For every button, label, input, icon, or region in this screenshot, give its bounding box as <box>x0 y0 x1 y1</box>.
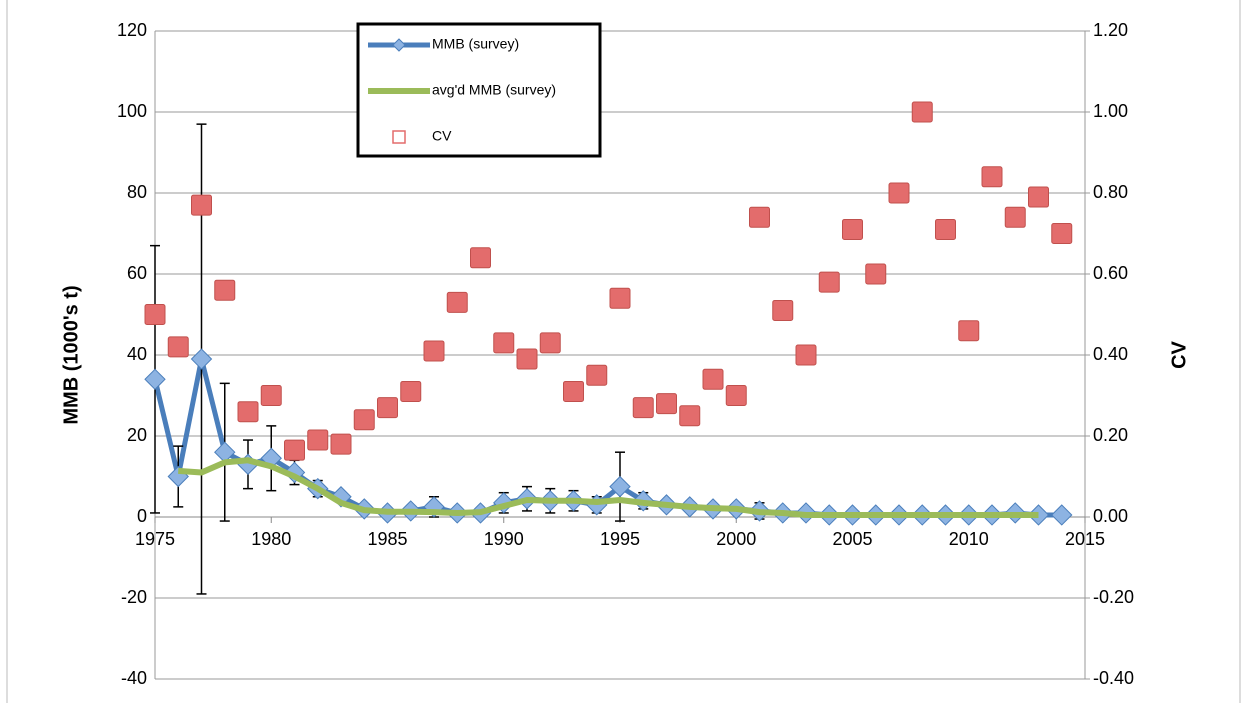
y2-tick-label: 0.20 <box>1093 425 1128 445</box>
point-marker <box>1051 223 1073 244</box>
point-marker <box>632 397 654 419</box>
y2-tick-label: 1.20 <box>1093 20 1128 40</box>
x-tick-label: 1995 <box>600 529 640 549</box>
point-marker <box>353 409 375 431</box>
legend-label: MMB (survey) <box>432 36 519 52</box>
point-marker <box>725 385 747 406</box>
legend-label: CV <box>432 128 452 144</box>
point-marker <box>702 368 724 390</box>
point-marker <box>609 475 631 498</box>
point-marker <box>144 304 166 325</box>
y-tick-label: 40 <box>127 344 147 364</box>
point-marker <box>911 101 933 123</box>
point-marker <box>470 247 491 269</box>
x-tick-label: 1990 <box>484 529 524 549</box>
x-tick-label: 1980 <box>251 529 291 549</box>
y2-tick-label: -0.20 <box>1093 587 1134 607</box>
y2-tick-label: 1.00 <box>1093 101 1128 121</box>
point-marker <box>446 291 468 313</box>
y2-tick-label: 0.40 <box>1093 344 1128 364</box>
y2-tick-label: 0.60 <box>1093 263 1128 283</box>
y-tick-label: -40 <box>121 668 147 688</box>
point-marker <box>307 429 329 451</box>
point-marker <box>586 364 608 386</box>
point-marker <box>981 166 1003 188</box>
legend-marker <box>392 38 406 52</box>
point-marker <box>679 405 701 427</box>
point-marker <box>377 397 398 419</box>
legend: MMB (survey) avg'd MMB (survey) CV <box>356 22 602 158</box>
legend-marker <box>392 130 406 144</box>
point-marker <box>539 332 561 354</box>
point-marker <box>749 206 770 228</box>
x-tick-label: 1975 <box>135 529 175 549</box>
point-marker <box>260 385 282 406</box>
point-marker <box>493 332 515 354</box>
x-tick-label: 2010 <box>949 529 989 549</box>
point-marker <box>190 348 213 370</box>
point-marker <box>284 439 305 461</box>
point-marker <box>516 348 538 370</box>
y-tick-label: 100 <box>117 101 147 121</box>
point-marker <box>842 218 863 240</box>
y2-tick-label: -0.40 <box>1093 668 1134 688</box>
point-marker <box>563 380 584 402</box>
y-tick-label: 0 <box>137 506 147 526</box>
plot-area: -40 -20 0 20 40 60 80 100 120 -0.40 -0.20 0.00 0.20 0… <box>117 20 1134 688</box>
point-marker <box>609 287 631 309</box>
point-marker <box>1051 504 1073 526</box>
point-marker <box>656 393 677 415</box>
y2-tick-label: 0.00 <box>1093 506 1128 526</box>
point-marker <box>144 368 166 391</box>
y-tick-label: -20 <box>121 587 147 607</box>
point-marker <box>818 271 840 293</box>
x-tick-label: 2005 <box>832 529 872 549</box>
y-tick-label: 80 <box>127 182 147 202</box>
x-tick-label: 1985 <box>367 529 407 549</box>
point-marker <box>191 194 212 216</box>
y2-axis-title: CV <box>1168 340 1190 368</box>
point-marker <box>795 344 817 366</box>
point-marker <box>400 380 422 402</box>
point-marker <box>330 433 352 455</box>
y2-tick-label: 0.80 <box>1093 182 1128 202</box>
point-marker <box>772 299 794 321</box>
point-marker <box>237 401 259 423</box>
point-marker <box>1004 206 1026 228</box>
x-tick-label: 2015 <box>1065 529 1105 549</box>
point-marker <box>167 336 189 358</box>
point-marker <box>888 182 910 204</box>
point-marker <box>214 279 236 301</box>
y-tick-label: 20 <box>127 425 147 445</box>
x-tick-label: 2000 <box>716 529 756 549</box>
y-tick-label: 120 <box>117 20 147 40</box>
y-axis-title: MMB (1000's t) <box>60 285 82 424</box>
point-marker <box>1028 186 1049 208</box>
point-marker <box>865 263 887 285</box>
point-marker <box>935 218 956 240</box>
legend-label: avg'd MMB (survey) <box>432 82 556 98</box>
y-tick-label: 60 <box>127 263 147 283</box>
point-marker <box>958 320 980 342</box>
series-line <box>178 457 1039 518</box>
point-marker <box>423 340 445 362</box>
